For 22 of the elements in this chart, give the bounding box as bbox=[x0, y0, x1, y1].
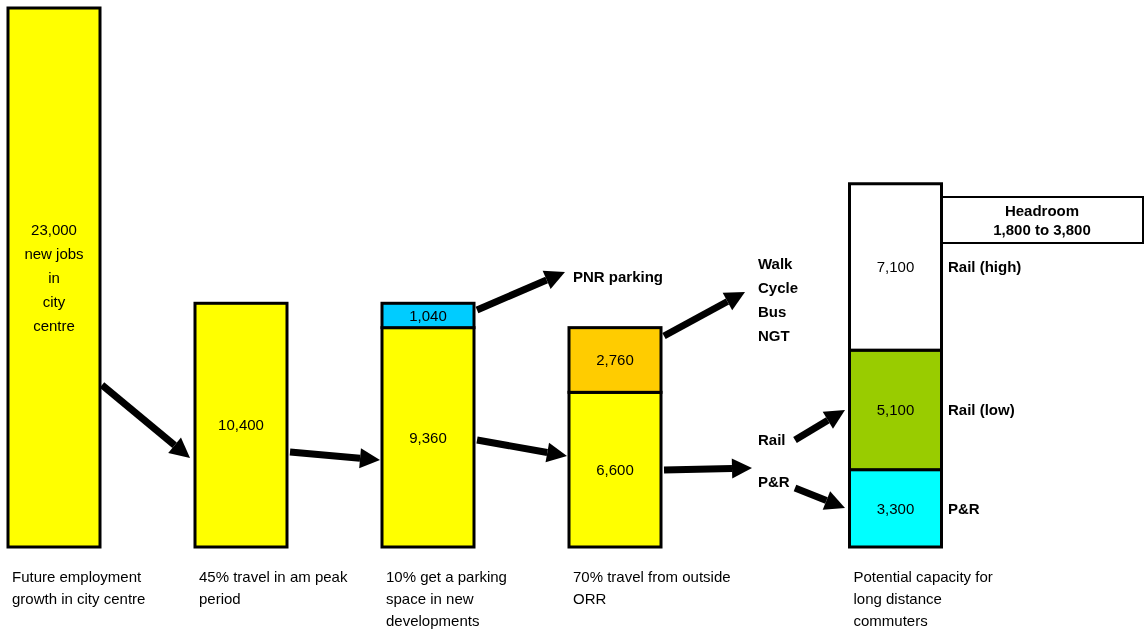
x-tick-label: 45% travel in am peak period bbox=[199, 568, 348, 607]
data-label: 1,040 bbox=[409, 306, 447, 324]
annotation: Rail bbox=[758, 431, 786, 449]
data-label: 23,000 new jobs in city centre bbox=[24, 220, 84, 334]
data-label: 10,400 bbox=[218, 416, 264, 434]
x-tick-label: Potential capacity for long distance commuters bbox=[853, 568, 993, 629]
annotation: Walk Cycle Bus NGT bbox=[758, 255, 799, 345]
data-label: 9,360 bbox=[409, 428, 447, 446]
annotation: Rail (high) bbox=[948, 258, 1022, 276]
data-label: 6,600 bbox=[596, 460, 634, 478]
data-label: 5,100 bbox=[876, 401, 915, 419]
data-label: 3,300 bbox=[876, 499, 915, 517]
annotation: PNR parking bbox=[573, 268, 664, 286]
x-tick-label: 10% get a parking space in new developments bbox=[386, 568, 507, 629]
x-tick-label: 70% travel from outside ORR bbox=[573, 568, 731, 607]
annotation: P&R bbox=[758, 473, 790, 491]
annotation: Rail (low) bbox=[948, 401, 1015, 419]
annotation: P&R bbox=[948, 499, 980, 517]
x-tick-label: Future employment growth in city centre bbox=[12, 568, 146, 607]
data-label: 2,760 bbox=[596, 351, 634, 369]
data-label: 7,100 bbox=[876, 258, 915, 276]
annotation: Headroom 1,800 to 3,800 bbox=[993, 201, 1091, 238]
